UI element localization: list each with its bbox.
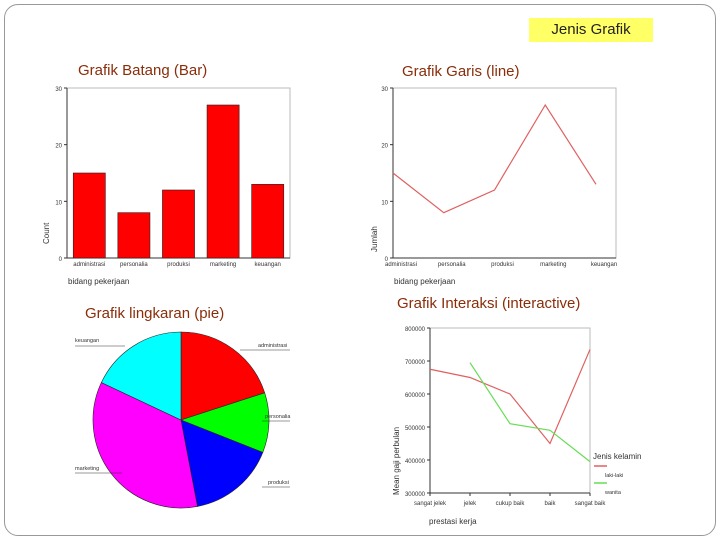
bar-ytick-label: 30: [55, 87, 62, 93]
line-xtick-label: personalia: [438, 262, 466, 268]
bar-xtick-label: produksi: [167, 262, 190, 268]
bar-marketing: [206, 104, 240, 259]
interactive-series-wanita: [469, 362, 591, 463]
bar-xtick-label: keuangan: [255, 262, 281, 268]
bar-personalia: [117, 212, 151, 259]
bar-produksi: [162, 189, 195, 259]
legend-title: Jenis kelamin: [593, 452, 641, 461]
pie-label: keuangan: [75, 338, 99, 344]
line-xtick-label: keuangan: [591, 262, 617, 268]
pie-slice-produksi: [180, 419, 264, 507]
line-xtick-label: marketing: [540, 262, 566, 268]
interactive-x-axis-label: prestasi kerja: [429, 517, 477, 526]
line-xtick-label: administrasi: [385, 262, 417, 268]
pie-chart-title: Grafik lingkaran (pie): [85, 305, 225, 322]
pie-slice-marketing: [92, 382, 198, 509]
line-chart: 0 10 20 30 administrasi personalia produksi ma…: [370, 87, 617, 286]
bar-xtick-label: administrasi: [73, 262, 105, 268]
bar-chart: 0 10 20 30 administrasi personalia produksi ma…: [42, 87, 291, 286]
line-y-axis-label: Jumlah: [370, 226, 379, 252]
interactive-ytick-label: 300000: [405, 492, 426, 498]
pie-label: personalia: [265, 414, 291, 420]
bar-ytick-label: 0: [59, 257, 63, 263]
interactive-xtick-label: sangat baik: [575, 501, 607, 507]
interactive-chart-title: Grafik Interaksi (interactive): [397, 295, 581, 312]
bar-xtick-label: marketing: [210, 262, 236, 268]
interactive-ytick-label: 600000: [405, 393, 426, 399]
bar-chart-title: Grafik Batang (Bar): [78, 62, 208, 79]
interactive-chart: 300000 400000 500000 600000 700000 800000 san…: [392, 327, 641, 526]
line-ytick-label: 20: [381, 144, 388, 150]
pie-label: marketing: [75, 466, 99, 472]
bar-ytick-label: 10: [55, 200, 62, 206]
bar-xtick-label: personalia: [120, 262, 148, 268]
line-ytick-label: 0: [385, 257, 389, 263]
legend-label: wanita: [604, 490, 622, 496]
interactive-xtick-label: baik: [544, 501, 556, 507]
line-xtick-label: produksi: [491, 262, 514, 268]
bar-keuangan: [251, 184, 285, 259]
interactive-xtick-label: jelek: [463, 501, 477, 507]
line-ytick-label: 30: [381, 87, 388, 93]
interactive-ytick-label: 700000: [405, 360, 426, 366]
interactive-ytick-label: 500000: [405, 426, 426, 432]
pie-chart: administrasi personalia produksi marketing k…: [75, 331, 291, 509]
interactive-chart-frame: [429, 327, 591, 494]
interactive-xtick-label: cukup baik: [496, 501, 526, 507]
pie-slice-keuangan: [100, 331, 182, 421]
line-x-axis-label: bidang pekerjaan: [394, 277, 455, 286]
interactive-ytick-label: 800000: [405, 327, 426, 333]
pie-slice-administrasi: [180, 331, 266, 421]
interactive-ytick-label: 400000: [405, 459, 426, 465]
bar-ytick-label: 20: [55, 144, 62, 150]
line-ytick-label: 10: [381, 200, 388, 206]
interactive-series-laki-laki: [429, 349, 591, 445]
interactive-xtick-label: sangat jelek: [414, 501, 447, 507]
pie-label: administrasi: [258, 343, 287, 349]
bar-administrasi: [72, 172, 106, 259]
interactive-legend: Jenis kelamin laki-laki wanita: [593, 452, 641, 496]
interactive-y-axis-label: Mean gaji perbulan: [392, 427, 401, 495]
legend-label: laki-laki: [605, 473, 623, 479]
bar-x-axis-label: bidang pekerjaan: [68, 277, 129, 286]
slide-title-badge: Jenis Grafik: [529, 18, 653, 42]
line-series: [392, 103, 597, 214]
bar-y-axis-label: Count: [42, 222, 51, 244]
pie-label: produksi: [268, 480, 289, 486]
line-chart-title: Grafik Garis (line): [402, 63, 520, 80]
